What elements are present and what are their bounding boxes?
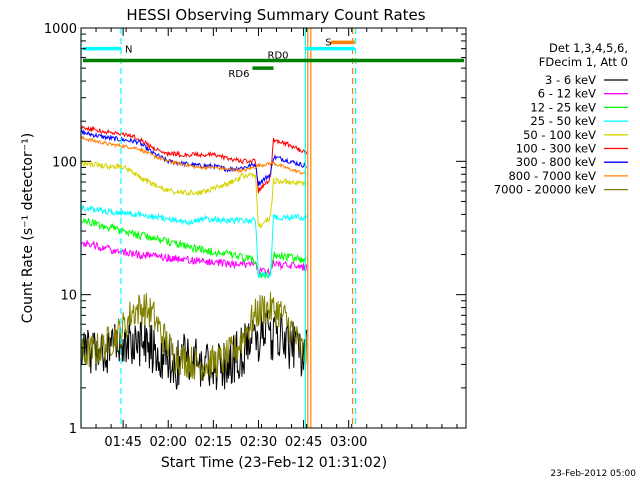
chart-background [0,0,640,480]
x-tick-label-4: 02:30 [240,435,277,450]
x-tick-label-5: 02:45 [285,435,322,450]
legend-label-8: 800 - 7000 keV [508,169,596,183]
legend-label-3: 12 - 25 keV [530,100,596,114]
legend-label-4: 25 - 50 keV [530,114,596,128]
footer-timestamp: 23-Feb-2012 05:00 [550,469,636,479]
y-tick-label-4: 1000 [44,22,77,37]
y-tick-label-2: 10 [60,289,77,304]
chart-title: HESSI Observing Summary Count Rates [126,6,425,24]
legend-label-2: 6 - 12 keV [538,87,596,101]
legend-header-line-2: FDecim 1, Att 0 [539,55,628,69]
y-tick-label-3: 100 [52,155,77,170]
x-axis-label: Start Time (23-Feb-12 01:31:02) [161,455,387,471]
legend-label-9: 7000 - 20000 keV [494,183,596,197]
x-tick-label-2: 02:00 [149,435,186,450]
annotation-label-rd0: RD0 [268,51,289,62]
x-tick-label-1: 01:45 [104,435,141,450]
annotation-label-s: S [325,37,331,48]
chart-canvas: HESSI Observing Summary Count Rates N S RD… [0,0,640,480]
x-tick-label-3: 02:15 [195,435,232,450]
x-tick-label-6: 03:00 [330,435,367,450]
legend-label-7: 300 - 800 keV [516,155,596,169]
y-axis-label: Count Rate (s⁻¹ detector⁻¹) [20,133,36,323]
legend-header-line-1: Det 1,3,4,5,6, [549,41,628,55]
annotation-label-n: N [125,45,132,56]
annotation-label-rd6: RD6 [228,69,249,80]
y-tick-label-1: 1 [69,422,77,437]
legend-label-5: 50 - 100 keV [523,128,596,142]
legend-label-1: 3 - 6 keV [545,73,596,87]
legend-label-6: 100 - 300 keV [516,142,596,156]
